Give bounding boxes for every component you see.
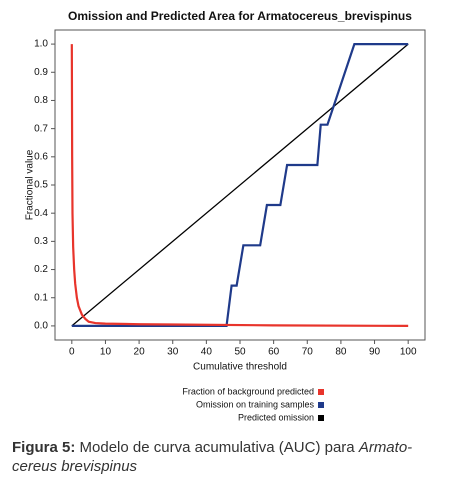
x-tick-label: 60 bbox=[268, 347, 280, 358]
x-tick-label: 70 bbox=[302, 347, 314, 358]
y-tick-label: 1.0 bbox=[34, 39, 48, 50]
series-line bbox=[71, 43, 409, 327]
y-tick-label: 0.3 bbox=[34, 236, 48, 247]
legend-label: Omission on training samples bbox=[196, 399, 315, 409]
legend-swatch bbox=[318, 415, 324, 421]
x-tick-label: 30 bbox=[167, 347, 179, 358]
legend-label: Predicted omission bbox=[238, 412, 314, 422]
y-axis-title: Fractional value bbox=[25, 149, 36, 220]
caption-species: Armato- bbox=[358, 439, 413, 456]
y-tick-label: 0.9 bbox=[34, 67, 48, 78]
chart: Omission and Predicted Area for Armatoce… bbox=[25, 9, 426, 422]
y-tick-label: 0.4 bbox=[34, 208, 48, 219]
x-tick-label: 90 bbox=[369, 347, 381, 358]
x-axis-title: Cumulative threshold bbox=[193, 362, 287, 373]
y-tick-label: 0.1 bbox=[34, 292, 48, 303]
x-tick-label: 40 bbox=[201, 347, 213, 358]
caption-species: cereus brevispinus bbox=[12, 458, 138, 475]
series-line bbox=[71, 42, 409, 328]
chart-title: Omission and Predicted Area for Armatoce… bbox=[68, 9, 412, 23]
x-tick-label: 0 bbox=[69, 347, 75, 358]
caption-label: Figura 5: bbox=[12, 439, 76, 456]
legend-swatch bbox=[318, 402, 324, 408]
legend-label: Fraction of background predicted bbox=[182, 386, 314, 396]
y-tick-label: 0.2 bbox=[34, 264, 48, 275]
x-tick-label: 20 bbox=[134, 347, 146, 358]
x-tick-label: 80 bbox=[335, 347, 347, 358]
y-tick-label: 0.0 bbox=[34, 321, 48, 332]
caption-text: Modelo de curva acumulativa (AUC) para bbox=[75, 439, 359, 456]
y-tick-label: 0.8 bbox=[34, 95, 48, 106]
y-tick-label: 0.6 bbox=[34, 151, 48, 162]
x-tick-label: 100 bbox=[400, 347, 417, 358]
legend-swatch bbox=[318, 389, 324, 395]
series-line bbox=[70, 44, 409, 328]
x-tick-label: 10 bbox=[100, 347, 112, 358]
x-tick-label: 50 bbox=[234, 347, 246, 358]
caption: Figura 5: Modelo de curva acumulativa (A… bbox=[12, 438, 448, 476]
y-tick-label: 0.7 bbox=[34, 123, 48, 134]
y-tick-label: 0.5 bbox=[34, 180, 48, 191]
